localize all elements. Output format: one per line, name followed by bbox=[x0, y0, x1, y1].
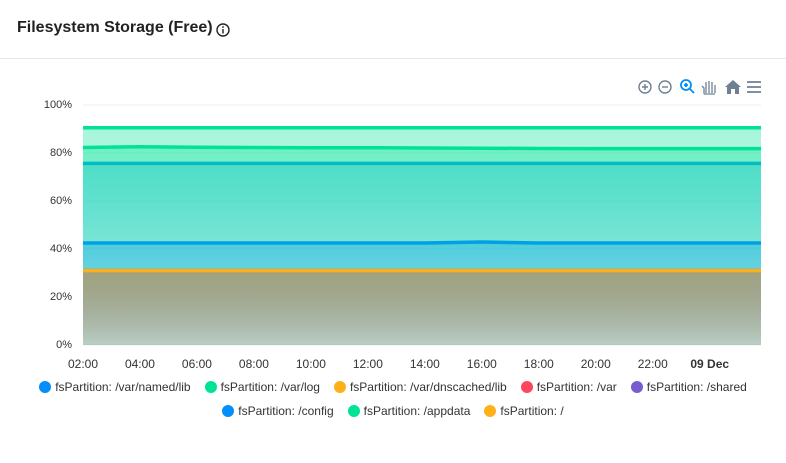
legend-marker bbox=[333, 381, 346, 393]
y-tick-label: 20% bbox=[50, 291, 72, 303]
legend: fsPartition: /var/named/lib fsPartition: … bbox=[33, 378, 753, 420]
x-tick-label: 04:00 bbox=[125, 357, 155, 371]
toolbar bbox=[638, 79, 761, 95]
y-tick-label: 80% bbox=[50, 147, 72, 159]
info-icon[interactable] bbox=[216, 23, 230, 37]
x-tick-label: 20:00 bbox=[581, 357, 611, 371]
zoom-out[interactable] bbox=[658, 80, 672, 94]
reset[interactable] bbox=[725, 80, 741, 94]
menu[interactable] bbox=[747, 81, 761, 93]
legend-marker bbox=[204, 381, 217, 393]
x-tick-label: 06:00 bbox=[182, 357, 212, 371]
y-tick-label: 0% bbox=[56, 339, 72, 351]
x-tick-label: 12:00 bbox=[353, 357, 383, 371]
card-title: Filesystem Storage (Free) bbox=[17, 19, 213, 36]
legend-item[interactable]: fsPartition: /var/dnscached/lib bbox=[333, 378, 507, 396]
legend-item[interactable]: fsPartition: /var/named/lib bbox=[39, 378, 191, 396]
legend-label: fsPartition: /shared bbox=[646, 380, 747, 394]
legend-marker bbox=[347, 405, 360, 417]
legend-label: fsPartition: /var/log bbox=[220, 380, 320, 394]
legend-marker bbox=[39, 381, 52, 393]
x-tick-label: 18:00 bbox=[524, 357, 554, 371]
x-tick-label: 16:00 bbox=[467, 357, 497, 371]
legend-label: fsPartition: /var/named/lib bbox=[55, 380, 191, 394]
y-tick-label: 60% bbox=[50, 195, 72, 207]
legend-marker bbox=[630, 381, 643, 393]
legend-marker bbox=[222, 405, 235, 417]
legend-marker bbox=[520, 381, 533, 393]
x-tick-label: 09 Dec bbox=[690, 357, 729, 371]
legend-item[interactable]: fsPartition: /var bbox=[520, 378, 617, 396]
area bbox=[83, 270, 761, 345]
y-tick-label: 100% bbox=[44, 99, 72, 111]
zoom-in[interactable] bbox=[638, 80, 652, 94]
legend-item[interactable]: fsPartition: /shared bbox=[630, 378, 747, 396]
legend-item[interactable]: fsPartition: / bbox=[484, 402, 564, 420]
pan[interactable] bbox=[701, 81, 716, 95]
legend-label: fsPartition: /var bbox=[536, 380, 617, 394]
divider bbox=[0, 58, 786, 59]
legend-item[interactable]: fsPartition: /config bbox=[222, 402, 334, 420]
legend-label: fsPartition: / bbox=[500, 404, 564, 418]
legend-label: fsPartition: /var/dnscached/lib bbox=[349, 380, 507, 394]
x-tick-label: 10:00 bbox=[296, 357, 326, 371]
legend-label: fsPartition: /appdata bbox=[363, 404, 471, 418]
x-tick-label: 02:00 bbox=[68, 357, 98, 371]
x-tick-label: 22:00 bbox=[638, 357, 668, 371]
y-tick-label: 40% bbox=[50, 243, 72, 255]
legend-item[interactable]: fsPartition: /appdata bbox=[347, 402, 471, 420]
x-tick-label: 08:00 bbox=[239, 357, 269, 371]
legend-marker bbox=[484, 405, 497, 417]
selection-zoom[interactable] bbox=[680, 79, 695, 94]
legend-item[interactable]: fsPartition: /var/log bbox=[204, 378, 320, 396]
legend-label: fsPartition: /config bbox=[238, 404, 334, 418]
x-tick-label: 14:00 bbox=[410, 357, 440, 371]
